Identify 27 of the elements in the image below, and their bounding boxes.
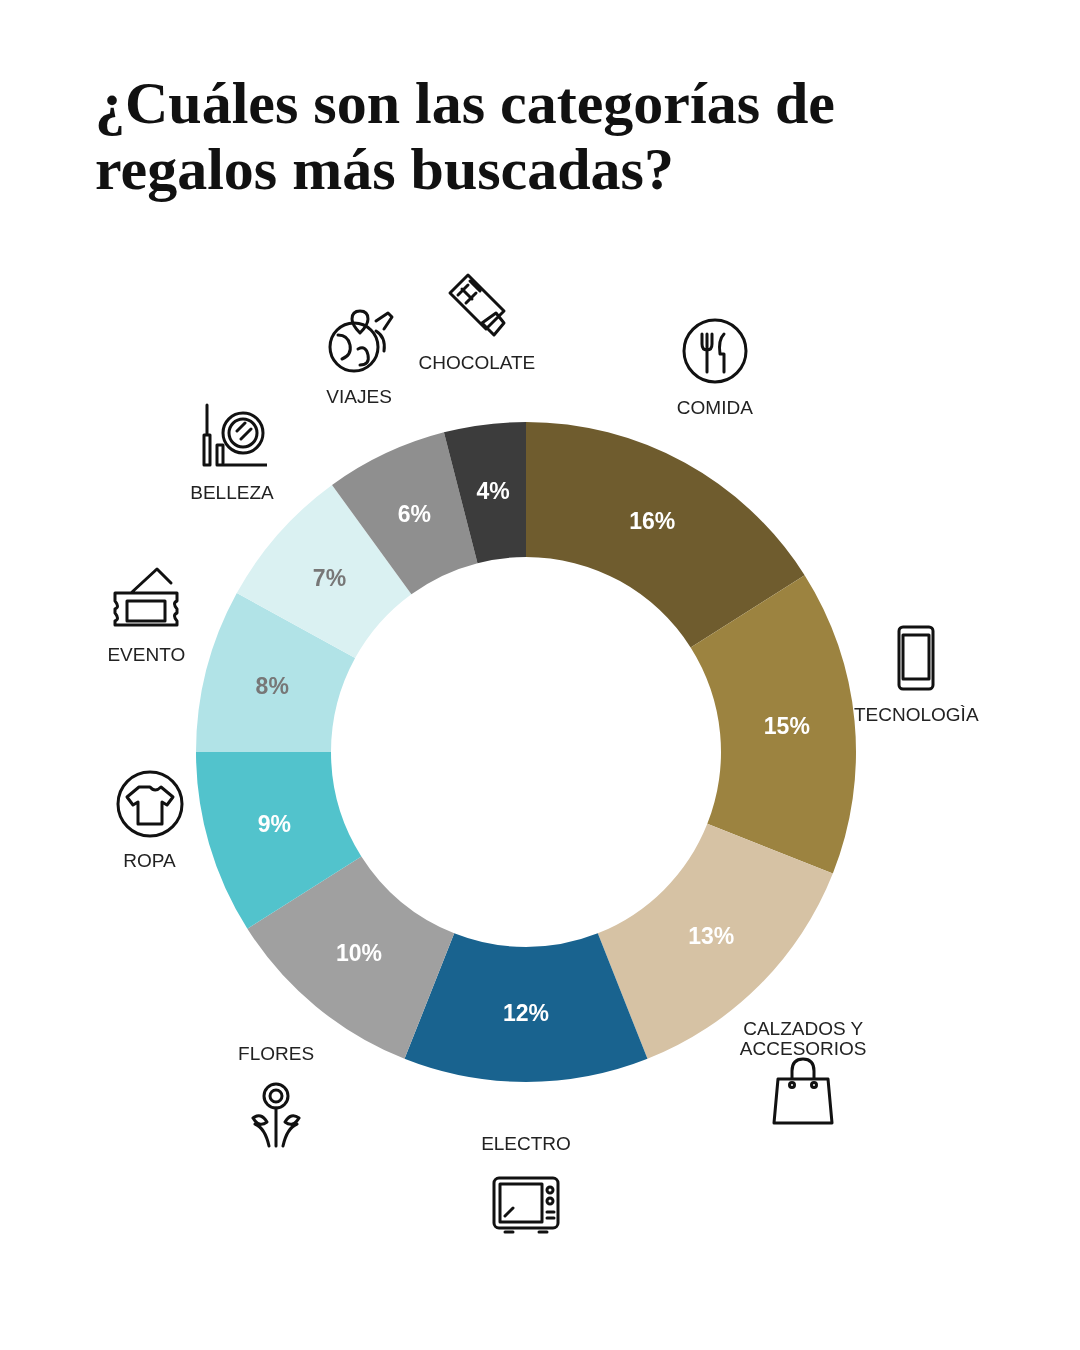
data-label: 12% <box>502 1000 550 1026</box>
slice-label: CALZADOS Y ACCESORIOS <box>739 1018 867 1060</box>
slice-label: TECNOLOGÌA <box>853 704 979 726</box>
data-label: 13% <box>688 923 735 950</box>
data-label: 15% <box>763 713 810 740</box>
donut-slice <box>196 593 356 752</box>
slice-label: VIAJES <box>326 386 392 408</box>
slice-label: ELECTRO <box>481 1133 571 1154</box>
chart-title: ¿Cuáles son las categorías de regalos más buscadas? <box>95 70 836 202</box>
slice-label: EVENTO <box>107 643 186 665</box>
slice-label: ROPA <box>123 850 177 872</box>
data-label: 10% <box>335 939 383 966</box>
donut-slice <box>690 575 856 874</box>
slice-label: CHOCOLATE <box>418 352 536 374</box>
donut-slice <box>443 422 526 564</box>
donut-slice <box>526 422 805 648</box>
data-label: 8% <box>255 672 289 699</box>
data-label: 6% <box>397 500 432 527</box>
donut-slice <box>196 752 362 929</box>
slice-label: BELLEZA <box>190 481 274 503</box>
data-label: 4% <box>476 478 510 505</box>
data-label: 7% <box>312 564 347 591</box>
slice-label: FLORES <box>238 1043 315 1065</box>
data-label: 16% <box>629 508 676 535</box>
slice-label: COMIDA <box>676 397 754 419</box>
donut-slice <box>404 933 648 1082</box>
data-label: 9% <box>257 811 292 838</box>
